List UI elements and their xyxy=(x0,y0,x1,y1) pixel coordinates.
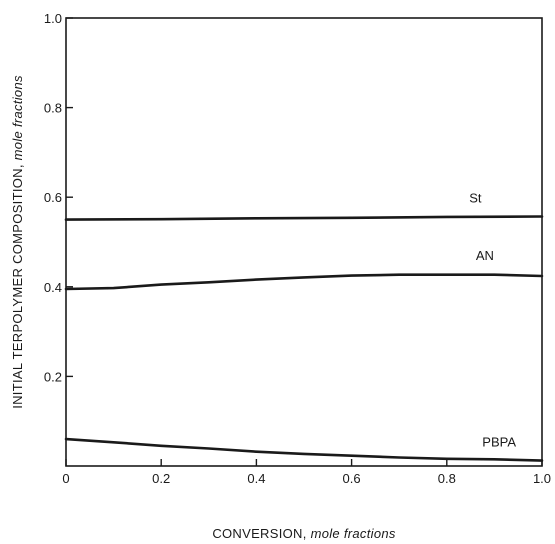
series-label-st: St xyxy=(469,190,482,205)
series-label-pbpa: PBPA xyxy=(482,435,516,450)
series-line-st xyxy=(64,215,544,221)
x-axis-label-main: CONVERSION, xyxy=(212,526,306,541)
y-axis-label-main: INITIAL TERPOLYMER COMPOSITION, xyxy=(10,164,25,409)
y-axis-label: INITIAL TERPOLYMER COMPOSITION, mole fra… xyxy=(10,75,25,409)
x-tick-label: 0.6 xyxy=(343,471,361,486)
x-tick-label: 0.4 xyxy=(247,471,265,486)
plot-frame xyxy=(65,17,543,467)
y-tick-label: 0.2 xyxy=(44,369,62,384)
y-axis-label-unit: mole fractions xyxy=(10,75,25,160)
series-label-an: AN xyxy=(476,248,494,263)
x-tick-label: 1.0 xyxy=(533,471,551,486)
y-tick-label: 0.6 xyxy=(44,190,62,205)
x-tick-label: 0.8 xyxy=(438,471,456,486)
series-layer xyxy=(64,215,544,462)
y-tick-label: 0.8 xyxy=(44,101,62,116)
series-labels-layer: St AN PBPA xyxy=(469,190,516,449)
y-tick-label: 1.0 xyxy=(44,11,62,26)
series-line-pbpa xyxy=(64,437,544,462)
x-axis-label: CONVERSION, mole fractions xyxy=(212,526,396,541)
series-line-an xyxy=(64,273,544,291)
x-tick-label: 0 xyxy=(62,471,69,486)
ticks-layer xyxy=(65,17,543,466)
x-axis-label-unit: mole fractions xyxy=(311,526,396,541)
x-tick-label: 0.2 xyxy=(152,471,170,486)
y-tick-label: 0.4 xyxy=(44,280,62,295)
tick-labels-layer: 0 0.2 0.4 0.6 0.8 1.0 0.2 0.4 0.6 0.8 1.0 xyxy=(44,11,551,486)
